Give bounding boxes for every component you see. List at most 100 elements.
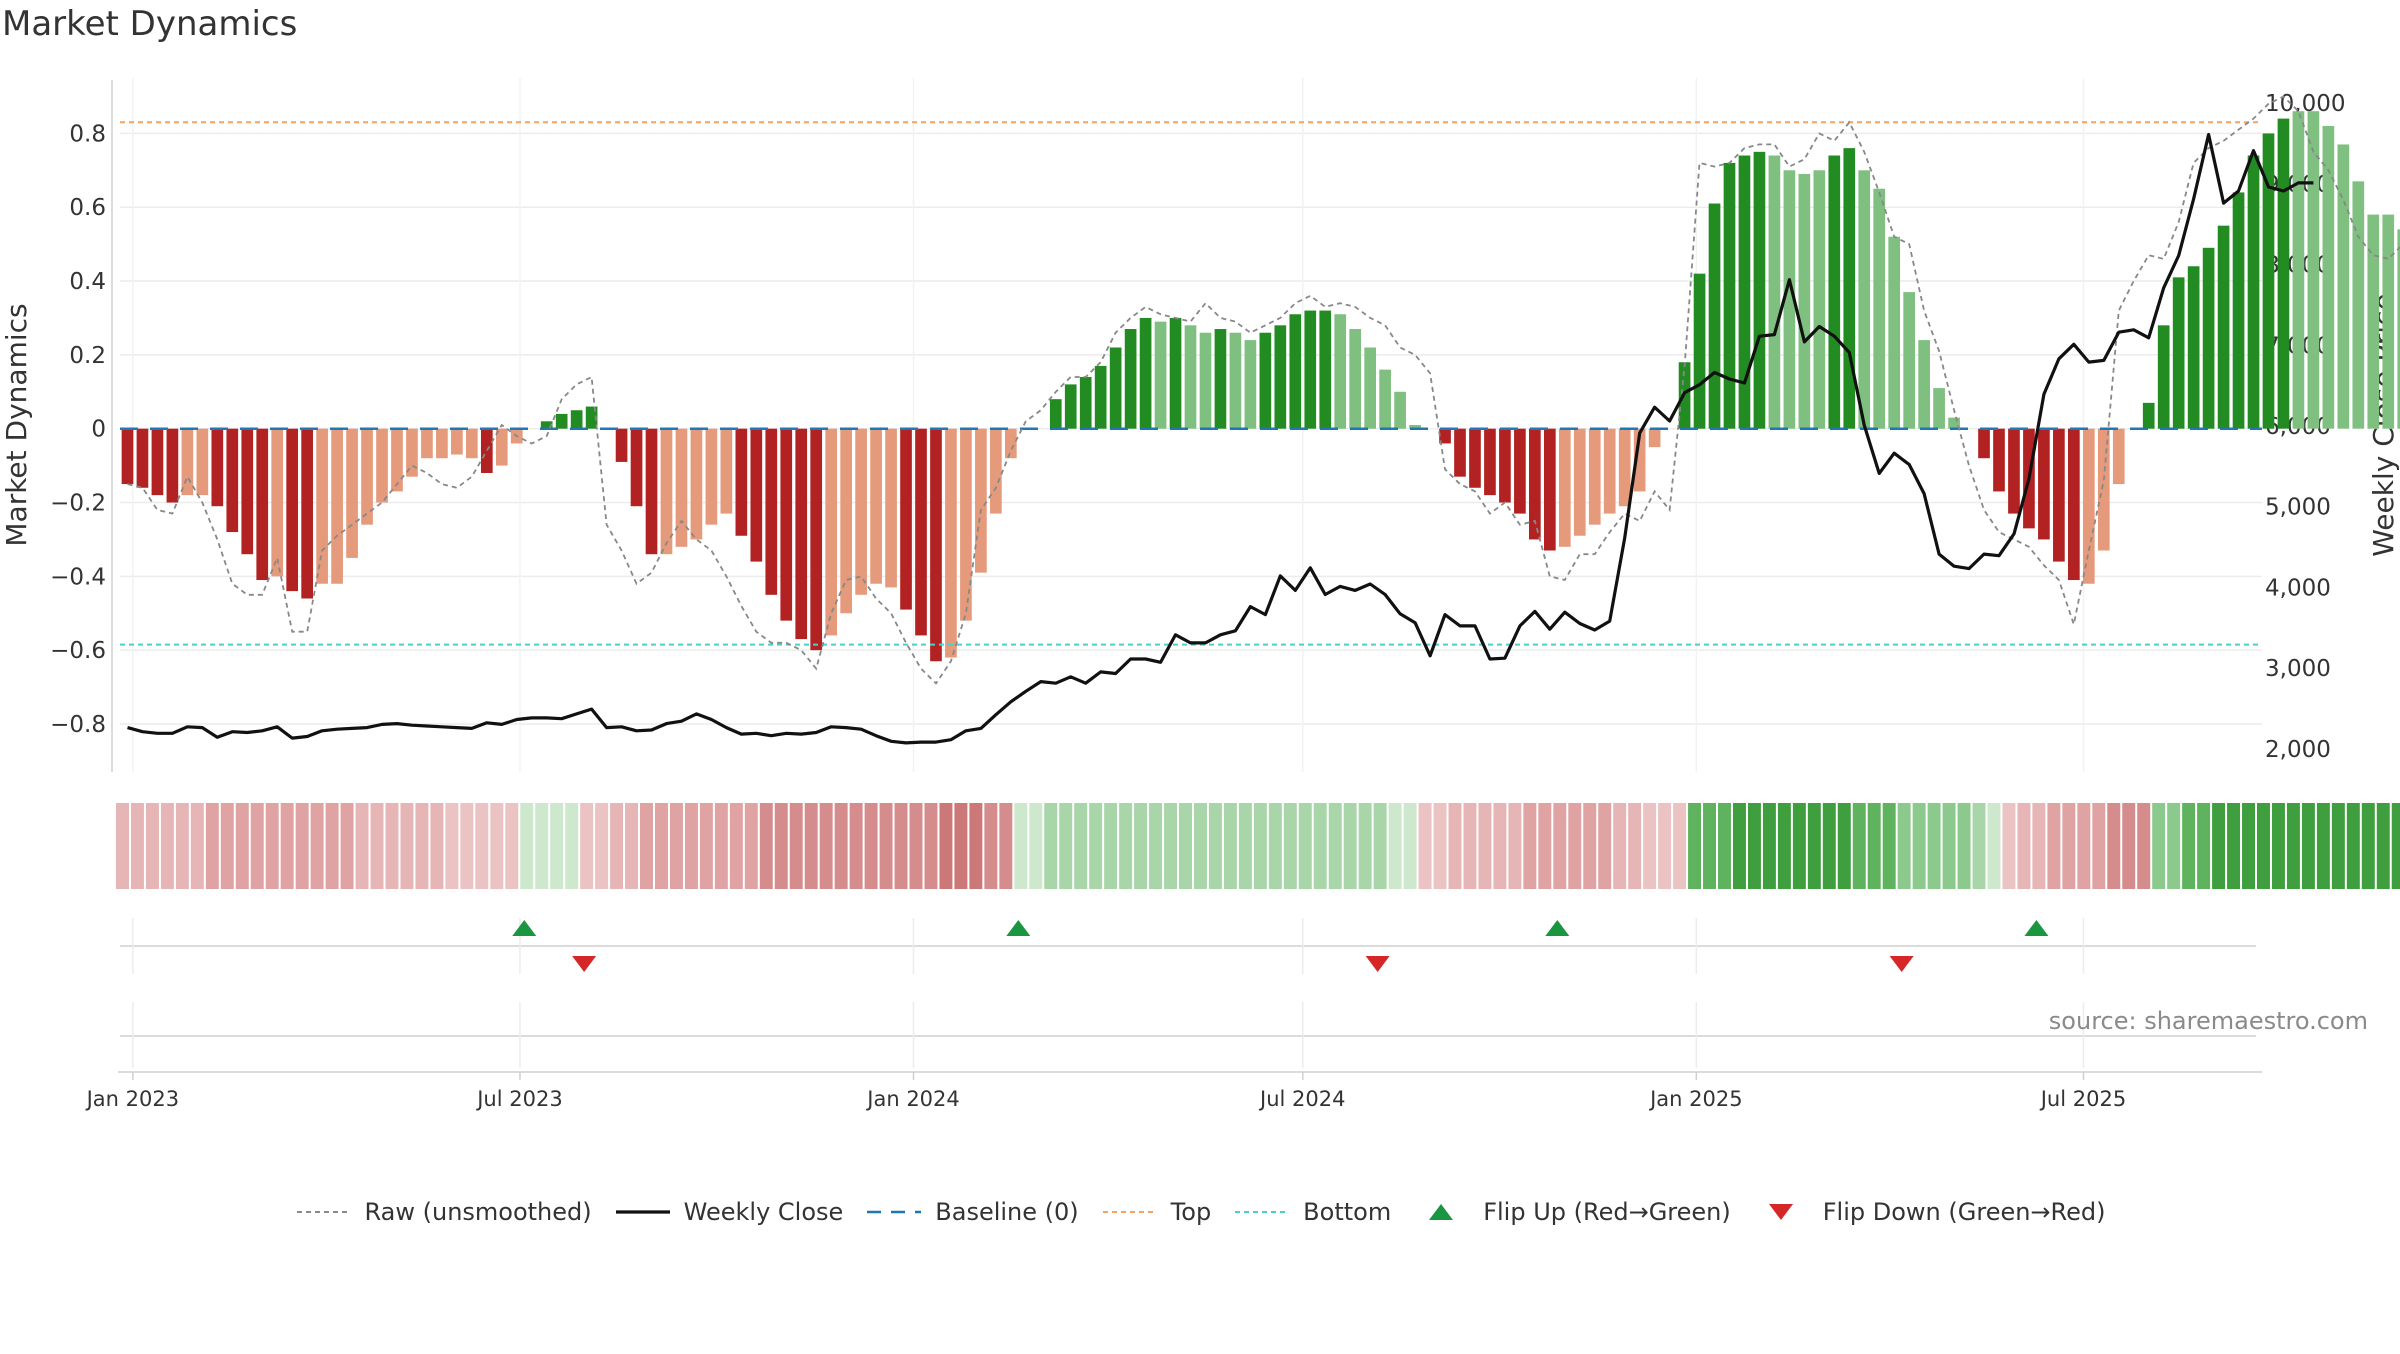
regime-cell [1823, 803, 1836, 889]
dynamics-bar [2338, 144, 2350, 428]
regime-cell [580, 803, 593, 889]
dynamics-bar [1245, 340, 1257, 429]
regime-cell [984, 803, 997, 889]
dynamics-bar [1274, 325, 1286, 428]
regime-cell [2242, 803, 2255, 889]
regime-cell [1419, 803, 1432, 889]
dynamics-bar [1319, 311, 1331, 429]
dynamics-bar [2188, 266, 2200, 428]
dynamics-bar [1649, 429, 1661, 447]
dynamics-bar [226, 429, 238, 532]
regime-cell [1958, 803, 1971, 889]
y2-tick-label: 10,000 [2265, 91, 2345, 117]
regime-cell [191, 803, 204, 889]
regime-cell [266, 803, 279, 889]
y-tick-label: 0.4 [69, 269, 106, 295]
y-tick-label: 0.6 [69, 195, 106, 221]
dynamics-bar [780, 429, 792, 621]
legend-item-flip-up: Flip Up (Red→Green) [1413, 1198, 1731, 1226]
legend-swatch [1101, 1200, 1159, 1224]
flip-down-marker [1366, 956, 1390, 972]
dynamics-bar [1828, 156, 1840, 429]
dynamics-bar [122, 429, 134, 484]
dynamics-bar [466, 429, 478, 459]
legend-item-bottom: Bottom [1233, 1198, 1391, 1226]
regime-cell [1149, 803, 1162, 889]
y2-tick-label: 3,000 [2265, 656, 2331, 682]
dynamics-bar [2352, 181, 2364, 428]
regime-cell [730, 803, 743, 889]
x-tick-label: Jul 2025 [2039, 1087, 2126, 1111]
regime-cell [371, 803, 384, 889]
dynamics-bar [376, 429, 388, 503]
dynamics-bar [2248, 156, 2260, 429]
legend-swatch [614, 1200, 672, 1224]
dynamics-bar [167, 429, 179, 503]
y2-tick-label: 5,000 [2265, 495, 2331, 521]
regime-cell [1044, 803, 1057, 889]
regime-cell [535, 803, 548, 889]
regime-cell [2167, 803, 2180, 889]
dynamics-bar [661, 429, 673, 555]
dynamics-bar [1304, 311, 1316, 429]
dynamics-bar [721, 429, 733, 514]
dynamics-bar [1724, 163, 1736, 429]
legend-item-flip-down: Flip Down (Green→Red) [1753, 1198, 2106, 1226]
x-tick-label: Jul 2024 [1258, 1087, 1345, 1111]
regime-cell [505, 803, 518, 889]
dynamics-bar [960, 429, 972, 621]
regime-cell [1643, 803, 1656, 889]
y-tick-label: −0.4 [50, 564, 106, 590]
regime-cell [760, 803, 773, 889]
dynamics-bar [301, 429, 313, 599]
regime-cell [176, 803, 189, 889]
dynamics-bar [1754, 152, 1766, 429]
dynamics-bar [2143, 403, 2155, 429]
dynamics-bar [241, 429, 253, 555]
dynamics-bar [1394, 392, 1406, 429]
flip-up-marker [1006, 920, 1030, 936]
dynamics-bar [1799, 174, 1811, 429]
dynamics-bar [2367, 215, 2379, 429]
regime-cell [1329, 803, 1342, 889]
dynamics-bar [795, 429, 807, 639]
y-tick-label: −0.8 [50, 712, 106, 738]
regime-cell [2302, 803, 2315, 889]
chart-title: Market Dynamics [2, 4, 297, 44]
dynamics-bar [496, 429, 508, 466]
dynamics-bar [2113, 429, 2125, 484]
regime-cell [161, 803, 174, 889]
dynamics-bar [211, 429, 223, 507]
regime-cell [1553, 803, 1566, 889]
regime-cell [1269, 803, 1282, 889]
regime-cell [1134, 803, 1147, 889]
dynamics-bar [1349, 329, 1361, 429]
regime-cell [1029, 803, 1042, 889]
regime-cell [1299, 803, 1312, 889]
regime-cell [2287, 803, 2300, 889]
regime-cell [1493, 803, 1506, 889]
dynamics-bar [1200, 333, 1212, 429]
regime-cell [1314, 803, 1327, 889]
dynamics-bar [2158, 325, 2170, 428]
legend-item-baseline: Baseline (0) [865, 1198, 1078, 1226]
dynamics-bar [1334, 314, 1346, 428]
regime-cell [1389, 803, 1402, 889]
regime-cell [1568, 803, 1581, 889]
flip-down-marker [1890, 956, 1914, 972]
dynamics-bar [676, 429, 688, 547]
regime-cell [1628, 803, 1641, 889]
y-tick-label: 0.2 [69, 343, 106, 369]
regime-cell [1898, 803, 1911, 889]
dynamics-bar [1260, 333, 1272, 429]
regime-cell [1718, 803, 1731, 889]
regime-cell [1583, 803, 1596, 889]
dynamics-bar [840, 429, 852, 614]
dynamics-bar [1813, 170, 1825, 428]
dynamics-bar [2218, 226, 2230, 429]
dynamics-bar [331, 429, 343, 584]
dynamics-bar [1050, 399, 1062, 429]
regime-cell [2272, 803, 2285, 889]
